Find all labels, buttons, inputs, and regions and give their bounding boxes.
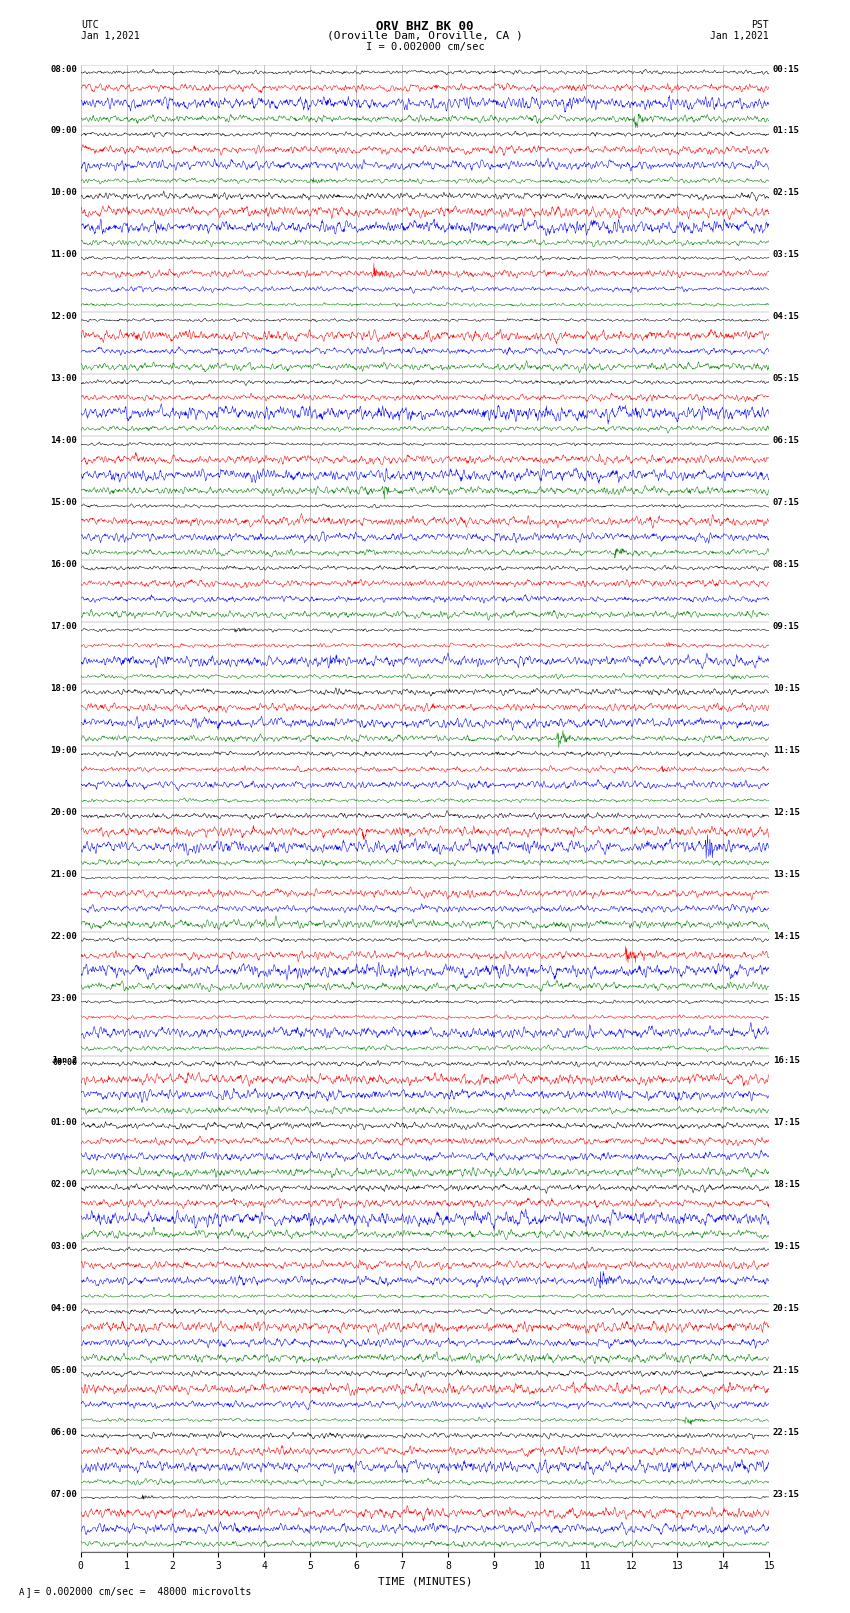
- Text: 12:00: 12:00: [50, 313, 77, 321]
- Text: 22:00: 22:00: [50, 932, 77, 940]
- Text: 04:00: 04:00: [50, 1303, 77, 1313]
- Text: 17:00: 17:00: [50, 623, 77, 631]
- Text: 00:15: 00:15: [773, 65, 800, 74]
- Text: 08:15: 08:15: [773, 560, 800, 569]
- Text: 10:00: 10:00: [50, 189, 77, 197]
- Text: 02:15: 02:15: [773, 189, 800, 197]
- Text: 09:15: 09:15: [773, 623, 800, 631]
- Text: 20:00: 20:00: [50, 808, 77, 818]
- Text: 22:15: 22:15: [773, 1428, 800, 1437]
- Text: 03:15: 03:15: [773, 250, 800, 260]
- Text: 15:15: 15:15: [773, 994, 800, 1003]
- Text: I = 0.002000 cm/sec: I = 0.002000 cm/sec: [366, 42, 484, 52]
- Text: 05:15: 05:15: [773, 374, 800, 384]
- Text: 03:00: 03:00: [50, 1242, 77, 1250]
- Text: Jan 1,2021: Jan 1,2021: [711, 31, 769, 40]
- Text: Jan 1,2021: Jan 1,2021: [81, 31, 139, 40]
- Text: 20:15: 20:15: [773, 1303, 800, 1313]
- Text: 06:15: 06:15: [773, 436, 800, 445]
- Text: 21:15: 21:15: [773, 1366, 800, 1374]
- Text: = 0.002000 cm/sec =  48000 microvolts: = 0.002000 cm/sec = 48000 microvolts: [34, 1587, 252, 1597]
- Text: 06:00: 06:00: [50, 1428, 77, 1437]
- Text: 17:15: 17:15: [773, 1118, 800, 1127]
- Text: A: A: [19, 1587, 24, 1597]
- Text: 18:00: 18:00: [50, 684, 77, 694]
- Text: 23:15: 23:15: [773, 1490, 800, 1498]
- X-axis label: TIME (MINUTES): TIME (MINUTES): [377, 1578, 473, 1587]
- Text: ]: ]: [26, 1587, 31, 1597]
- Text: 09:00: 09:00: [50, 126, 77, 135]
- Text: 15:00: 15:00: [50, 498, 77, 506]
- Text: 21:00: 21:00: [50, 869, 77, 879]
- Text: 00:00: 00:00: [53, 1058, 77, 1068]
- Text: (Oroville Dam, Oroville, CA ): (Oroville Dam, Oroville, CA ): [327, 31, 523, 40]
- Text: 01:00: 01:00: [50, 1118, 77, 1127]
- Text: 13:15: 13:15: [773, 869, 800, 879]
- Text: 16:00: 16:00: [50, 560, 77, 569]
- Text: 05:00: 05:00: [50, 1366, 77, 1374]
- Text: 12:15: 12:15: [773, 808, 800, 818]
- Text: 19:15: 19:15: [773, 1242, 800, 1250]
- Text: 01:15: 01:15: [773, 126, 800, 135]
- Text: Jan 2: Jan 2: [53, 1057, 77, 1065]
- Text: 23:00: 23:00: [50, 994, 77, 1003]
- Text: 10:15: 10:15: [773, 684, 800, 694]
- Text: 13:00: 13:00: [50, 374, 77, 384]
- Text: 14:00: 14:00: [50, 436, 77, 445]
- Text: 11:00: 11:00: [50, 250, 77, 260]
- Text: ORV BHZ BK 00: ORV BHZ BK 00: [377, 19, 473, 34]
- Text: 04:15: 04:15: [773, 313, 800, 321]
- Text: 16:15: 16:15: [773, 1057, 800, 1065]
- Text: 07:15: 07:15: [773, 498, 800, 506]
- Text: 08:00: 08:00: [50, 65, 77, 74]
- Text: 19:00: 19:00: [50, 747, 77, 755]
- Text: 18:15: 18:15: [773, 1181, 800, 1189]
- Text: 11:15: 11:15: [773, 747, 800, 755]
- Text: PST: PST: [751, 19, 769, 31]
- Text: 14:15: 14:15: [773, 932, 800, 940]
- Text: 07:00: 07:00: [50, 1490, 77, 1498]
- Text: UTC: UTC: [81, 19, 99, 31]
- Text: 02:00: 02:00: [50, 1181, 77, 1189]
